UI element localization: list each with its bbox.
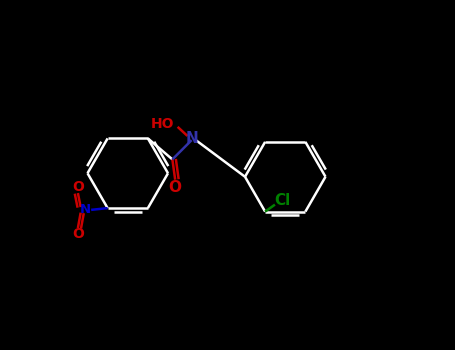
Text: Cl: Cl <box>274 193 290 208</box>
Text: O: O <box>72 228 84 241</box>
Text: N: N <box>79 203 91 216</box>
Text: O: O <box>72 180 84 194</box>
Text: N: N <box>185 131 198 146</box>
Text: O: O <box>169 180 182 195</box>
Text: HO: HO <box>151 117 174 131</box>
